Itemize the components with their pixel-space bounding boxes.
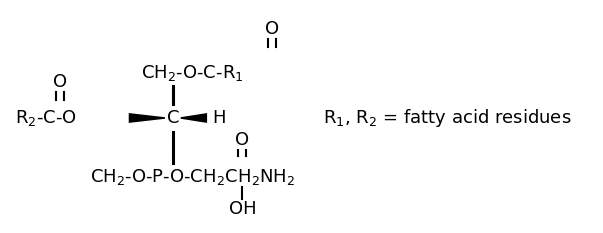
Text: OH: OH <box>229 200 256 218</box>
Text: H: H <box>212 109 226 127</box>
Text: C: C <box>166 109 179 127</box>
Text: O: O <box>235 131 250 149</box>
Text: O: O <box>53 73 67 91</box>
Polygon shape <box>181 113 207 123</box>
Text: O: O <box>265 20 279 38</box>
Polygon shape <box>128 113 165 123</box>
Text: CH$_2$-O-P-O-CH$_2$CH$_2$NH$_2$: CH$_2$-O-P-O-CH$_2$CH$_2$NH$_2$ <box>90 167 295 187</box>
Text: CH$_2$-O-C-R$_1$: CH$_2$-O-C-R$_1$ <box>141 62 244 82</box>
Text: R$_2$-C-O: R$_2$-C-O <box>15 108 77 128</box>
Text: R$_1$, R$_2$ = fatty acid residues: R$_1$, R$_2$ = fatty acid residues <box>323 107 571 129</box>
